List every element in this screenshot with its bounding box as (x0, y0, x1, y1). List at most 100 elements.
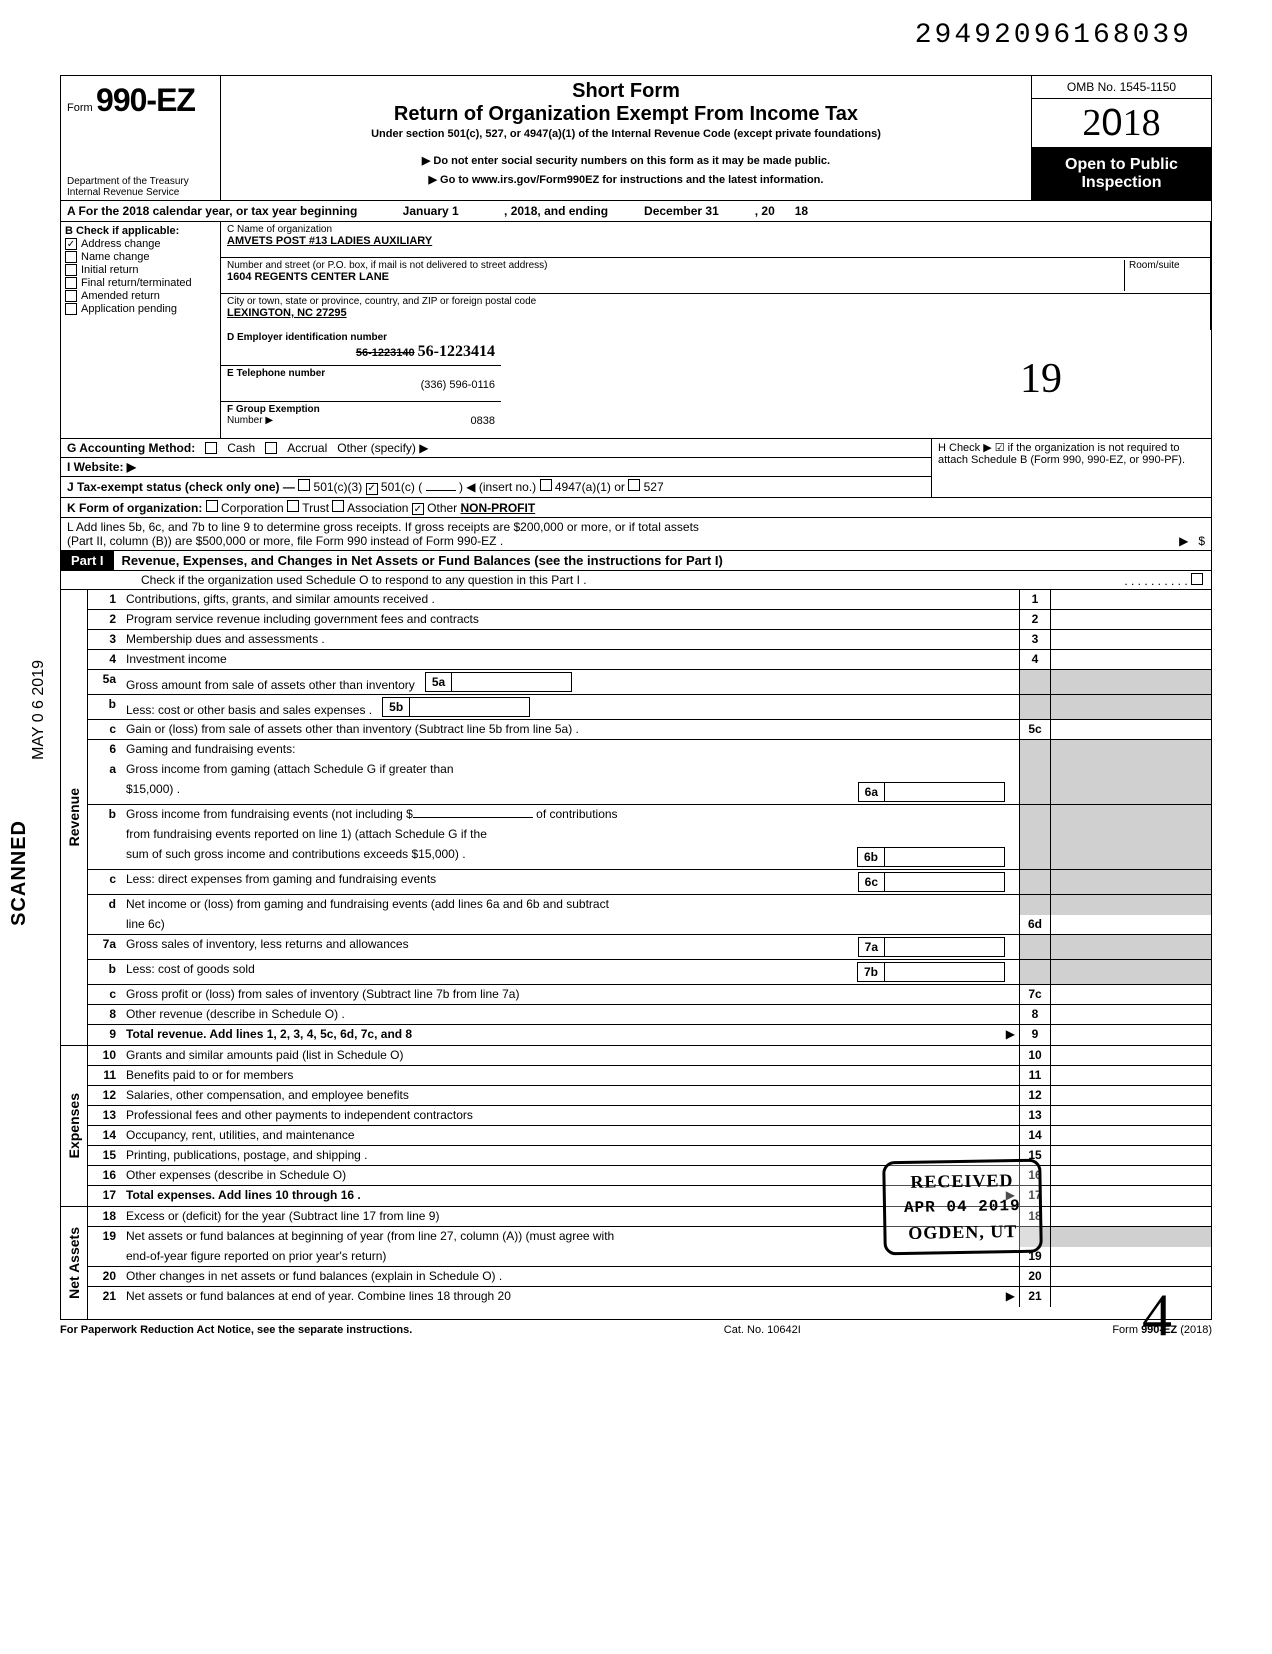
line-4: Investment income (122, 650, 1019, 669)
short-form-label: Short Form (229, 80, 1023, 103)
line-3: Membership dues and assessments . (122, 630, 1019, 649)
name-label: C Name of organization (227, 224, 1204, 235)
begin-date: January 1 (361, 204, 501, 218)
stamp-ogden: OGDEN, UT (905, 1221, 1022, 1244)
chk-amended[interactable] (65, 290, 77, 302)
lbl-trust: Trust (302, 501, 329, 515)
form-subtitle: Under section 501(c), 527, or 4947(a)(1)… (229, 128, 1023, 140)
lbl-address: Address change (81, 238, 161, 250)
form-id-box: Form 990-EZ Department of the Treasury I… (61, 76, 221, 200)
header-right: OMB No. 1545-1150 2018 Open to Public In… (1031, 76, 1211, 200)
chk-final[interactable] (65, 277, 77, 289)
url-notice: ▶ Go to www.irs.gov/Form990EZ for instru… (229, 173, 1023, 186)
line-7b: Less: cost of goods sold (126, 962, 255, 976)
handwrite-4: 4 (1142, 1281, 1172, 1350)
line-6b1: Gross income from fundraising events (no… (126, 807, 413, 821)
form-word: Form (67, 102, 93, 114)
chk-cash[interactable] (205, 442, 217, 454)
line-21: Net assets or fund balances at end of ye… (126, 1289, 511, 1303)
lbl-501c: 501(c) ( (381, 480, 422, 494)
line-2: Program service revenue including govern… (122, 610, 1019, 629)
footer-mid: Cat. No. 10642I (724, 1324, 801, 1336)
row-i-label: I Website: ▶ (67, 460, 136, 474)
line-6b2: from fundraising events reported on line… (122, 825, 1019, 845)
grp-label2: Number ▶ (227, 415, 273, 427)
telephone: (336) 596-0116 (227, 379, 495, 391)
lbl-501c3: 501(c)(3) (314, 480, 363, 494)
line-6: Gaming and fundraising events: (122, 740, 1019, 760)
chk-501c3[interactable] (298, 479, 310, 491)
col-b: B Check if applicable: ✓Address change N… (61, 222, 221, 438)
part1-sub: Check if the organization used Schedule … (141, 573, 587, 587)
line-5a: Gross amount from sale of assets other t… (126, 678, 415, 692)
room-label: Room/suite (1129, 260, 1204, 271)
scanned-stamp: SCANNED (8, 820, 31, 926)
line-6b3: sum of such gross income and contributio… (126, 847, 466, 861)
ein-strike: 56-1223140 (356, 347, 415, 359)
chk-address[interactable]: ✓ (65, 238, 77, 250)
line-20: Other changes in net assets or fund bala… (122, 1267, 1019, 1286)
dept-treasury: Department of the Treasury (67, 176, 189, 187)
chk-4947[interactable] (540, 479, 552, 491)
lbl-assoc: Association (347, 501, 408, 515)
lbl-final: Final return/terminated (81, 277, 192, 289)
form-title: Return of Organization Exempt From Incom… (229, 103, 1023, 126)
line-5c: Gain or (loss) from sale of assets other… (122, 720, 1019, 739)
chk-other-org[interactable]: ✓ (412, 503, 424, 515)
lbl-insert: ) ◀ (insert no.) (459, 480, 536, 494)
line-12: Salaries, other compensation, and employ… (122, 1086, 1019, 1105)
other-org-value: NON-PROFIT (461, 501, 536, 515)
lbl-accrual: Accrual (287, 441, 327, 455)
lbl-527: 527 (644, 480, 664, 494)
omb-number: OMB No. 1545-1150 (1032, 76, 1211, 99)
footer-left: For Paperwork Reduction Act Notice, see … (60, 1324, 412, 1336)
tax-year: 2018 (1032, 99, 1211, 148)
line-11: Benefits paid to or for members (122, 1066, 1019, 1085)
chk-assoc[interactable] (332, 500, 344, 512)
part1-tab: Part I (61, 551, 114, 570)
row-l-2: (Part II, column (B)) are $500,000 or mo… (67, 534, 503, 548)
line-7c: Gross profit or (loss) from sales of inv… (122, 985, 1019, 1004)
group-exemption: 0838 (471, 415, 495, 427)
row-k-label: K Form of organization: (67, 501, 202, 515)
lbl-pending: Application pending (81, 303, 177, 315)
header-center: Short Form Return of Organization Exempt… (221, 76, 1031, 200)
lbl-initial: Initial return (81, 264, 138, 276)
tel-label: E Telephone number (227, 368, 495, 379)
line-6b1b: of contributions (536, 807, 617, 821)
lbl-other-method: Other (specify) ▶ (337, 441, 428, 455)
chk-name[interactable] (65, 251, 77, 263)
chk-527[interactable] (628, 479, 640, 491)
chk-initial[interactable] (65, 264, 77, 276)
line-17: Total expenses. Add lines 10 through 16 … (126, 1188, 361, 1202)
chk-accrual[interactable] (265, 442, 277, 454)
chk-501c[interactable]: ✓ (366, 483, 378, 495)
chk-trust[interactable] (287, 500, 299, 512)
stamp-received-text: RECEIVED (904, 1170, 1021, 1193)
line-6d1: Net income or (loss) from gaming and fun… (122, 895, 1019, 915)
line-19b: end-of-year figure reported on prior yea… (122, 1247, 1019, 1266)
dept-irs: Internal Revenue Service (67, 187, 189, 198)
line-14: Occupancy, rent, utilities, and maintena… (122, 1126, 1019, 1145)
row-a: A For the 2018 calendar year, or tax yea… (60, 201, 1212, 222)
row-a-prefix: A For the 2018 calendar year, or tax yea… (67, 204, 357, 218)
row-g-label: G Accounting Method: (67, 441, 195, 455)
street-address: 1604 REGENTS CENTER LANE (227, 271, 1124, 283)
row-a-mid: , 2018, and ending (504, 204, 608, 218)
chk-schedO[interactable] (1191, 573, 1203, 585)
line-7a: Gross sales of inventory, less returns a… (126, 937, 409, 951)
line-6c: Less: direct expenses from gaming and fu… (126, 872, 436, 886)
document-number: 29492096168039 (915, 20, 1192, 51)
lbl-4947: 4947(a)(1) or (555, 480, 625, 494)
stamp-date: APR 04 2019 (904, 1197, 1021, 1217)
line-5b: Less: cost or other basis and sales expe… (126, 703, 372, 717)
line-6a2: $15,000) . (126, 782, 180, 796)
side-netassets: Net Assets (62, 1207, 86, 1319)
line-1: Contributions, gifts, grants, and simila… (122, 590, 1019, 609)
lbl-cash: Cash (227, 441, 255, 455)
chk-pending[interactable] (65, 303, 77, 315)
open-public-1: Open to Public (1036, 156, 1207, 174)
handwrite-19: 19 (1020, 355, 1062, 403)
line-8: Other revenue (describe in Schedule O) . (122, 1005, 1019, 1024)
chk-corp[interactable] (206, 500, 218, 512)
